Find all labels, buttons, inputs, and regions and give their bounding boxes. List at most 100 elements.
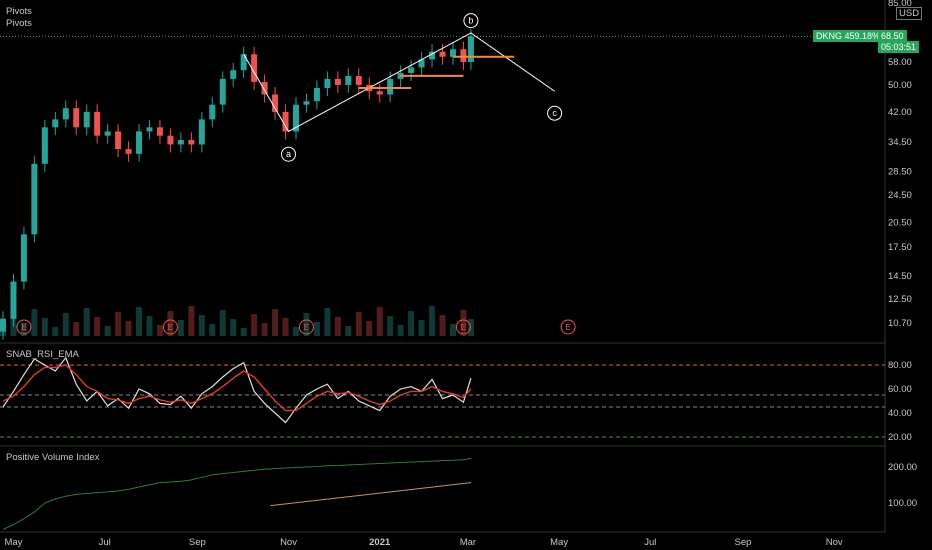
candle-body xyxy=(324,78,331,89)
rsi-tick-label: 20.00 xyxy=(888,432,912,443)
candle-body xyxy=(31,163,38,235)
rsi-panel xyxy=(0,356,885,438)
candle-body xyxy=(313,88,320,102)
volume-bar xyxy=(83,308,90,336)
volume-bar xyxy=(240,328,247,336)
pivots-label-1: Pivots xyxy=(6,6,32,17)
rsi-tick-label: 60.00 xyxy=(888,384,912,395)
volume-bar xyxy=(418,320,425,336)
volume-bar xyxy=(73,322,80,336)
earnings-marker-circle xyxy=(298,319,314,335)
candle-body xyxy=(52,119,59,128)
volume-bar xyxy=(429,306,436,336)
wave-label-circle xyxy=(547,105,563,121)
candle-body xyxy=(261,81,268,95)
wave-label-a: a xyxy=(286,149,291,159)
candle-body xyxy=(177,140,184,145)
volume-bar xyxy=(251,314,258,336)
earnings-marker-label: E xyxy=(565,323,570,332)
time-tick-label: Nov xyxy=(826,537,843,548)
volume-bar xyxy=(31,309,38,336)
time-tick-label: Sep xyxy=(735,537,752,548)
candle-body xyxy=(387,78,394,95)
price-tick-label: 58.00 xyxy=(888,57,912,68)
volume-bar xyxy=(230,319,237,336)
candle-body xyxy=(460,49,467,63)
candle-body xyxy=(429,51,436,60)
pvi-title: Positive Volume Index xyxy=(6,452,100,463)
candle-body xyxy=(125,149,132,154)
pvi-panel xyxy=(2,457,471,530)
wave-label-circle xyxy=(463,13,479,29)
price-tick-label: 20.50 xyxy=(888,218,912,229)
candle-body xyxy=(136,131,143,154)
candle-body xyxy=(0,318,6,332)
volume-bar xyxy=(219,310,226,336)
earnings-marker-label: E xyxy=(168,323,173,332)
earnings-marker-circle xyxy=(162,319,178,335)
earnings-marker-circle xyxy=(16,319,32,335)
pivots-label-2: Pivots xyxy=(6,18,32,29)
wave-lines: a b c xyxy=(243,13,563,162)
time-tick-label: 2021 xyxy=(369,537,391,548)
candle-body xyxy=(345,75,352,85)
volume-bar xyxy=(209,324,216,336)
volume-bar xyxy=(20,323,27,336)
candle-body xyxy=(20,234,27,282)
candle-body xyxy=(209,104,216,120)
volume-bar xyxy=(198,315,205,336)
candle-body xyxy=(41,127,48,164)
pvi-trend-line xyxy=(270,482,471,507)
candle-body xyxy=(303,101,310,105)
rsi-title: SNAB_RSI_EMA xyxy=(6,349,79,360)
wave-label-c: c xyxy=(552,108,557,118)
candle-body xyxy=(156,127,163,136)
candle-body xyxy=(188,140,195,145)
candle-body xyxy=(467,36,474,63)
candle-body xyxy=(439,51,446,57)
volume-bar xyxy=(62,313,69,336)
price-tick-label: 34.50 xyxy=(888,137,912,148)
price-tick-label: 14.50 xyxy=(888,271,912,282)
currency-badge[interactable]: USD xyxy=(896,7,923,20)
rsi-tick-label: 40.00 xyxy=(888,408,912,419)
price-tick-label: 50.00 xyxy=(888,80,912,91)
rsi-line xyxy=(2,356,472,424)
candle-body xyxy=(115,131,122,150)
volume-bar xyxy=(324,308,331,336)
candle-body xyxy=(282,111,289,132)
earnings-marker-circle xyxy=(455,319,471,335)
pvi-line xyxy=(2,457,471,530)
countdown-badge: 05:03:51 xyxy=(878,41,920,53)
price-tick-label: 42.00 xyxy=(888,107,912,118)
pvi-tick-label: 200.00 xyxy=(888,462,917,473)
price-tick-label: 10.70 xyxy=(888,318,912,329)
candle-body xyxy=(167,135,174,145)
time-tick-label: Mar xyxy=(460,537,476,548)
wave-label-circle xyxy=(281,146,297,162)
volume-bar xyxy=(188,306,195,336)
wave-polyline xyxy=(243,32,555,133)
time-tick-label: Jul xyxy=(644,537,656,548)
earnings-marker-label: E xyxy=(304,323,309,332)
rsi-ema-line xyxy=(2,364,472,412)
candle-body xyxy=(62,108,69,120)
volume-bar xyxy=(334,317,341,336)
volume-bar xyxy=(261,323,268,336)
volume-bar xyxy=(408,311,415,336)
volume-bar xyxy=(146,316,153,336)
volume-bar xyxy=(104,326,111,336)
volume-bar xyxy=(313,322,320,336)
time-tick-label: Nov xyxy=(280,537,297,548)
volume-bar xyxy=(41,318,48,336)
price-tick-label: 17.50 xyxy=(888,242,912,253)
candle-body xyxy=(272,94,279,112)
candle-body xyxy=(10,281,17,319)
volume-bar xyxy=(397,325,404,336)
price-candles xyxy=(0,28,474,340)
volume-bar xyxy=(303,313,310,336)
candle-body xyxy=(104,131,111,136)
time-tick-label: May xyxy=(4,537,22,548)
candle-body xyxy=(251,54,258,82)
